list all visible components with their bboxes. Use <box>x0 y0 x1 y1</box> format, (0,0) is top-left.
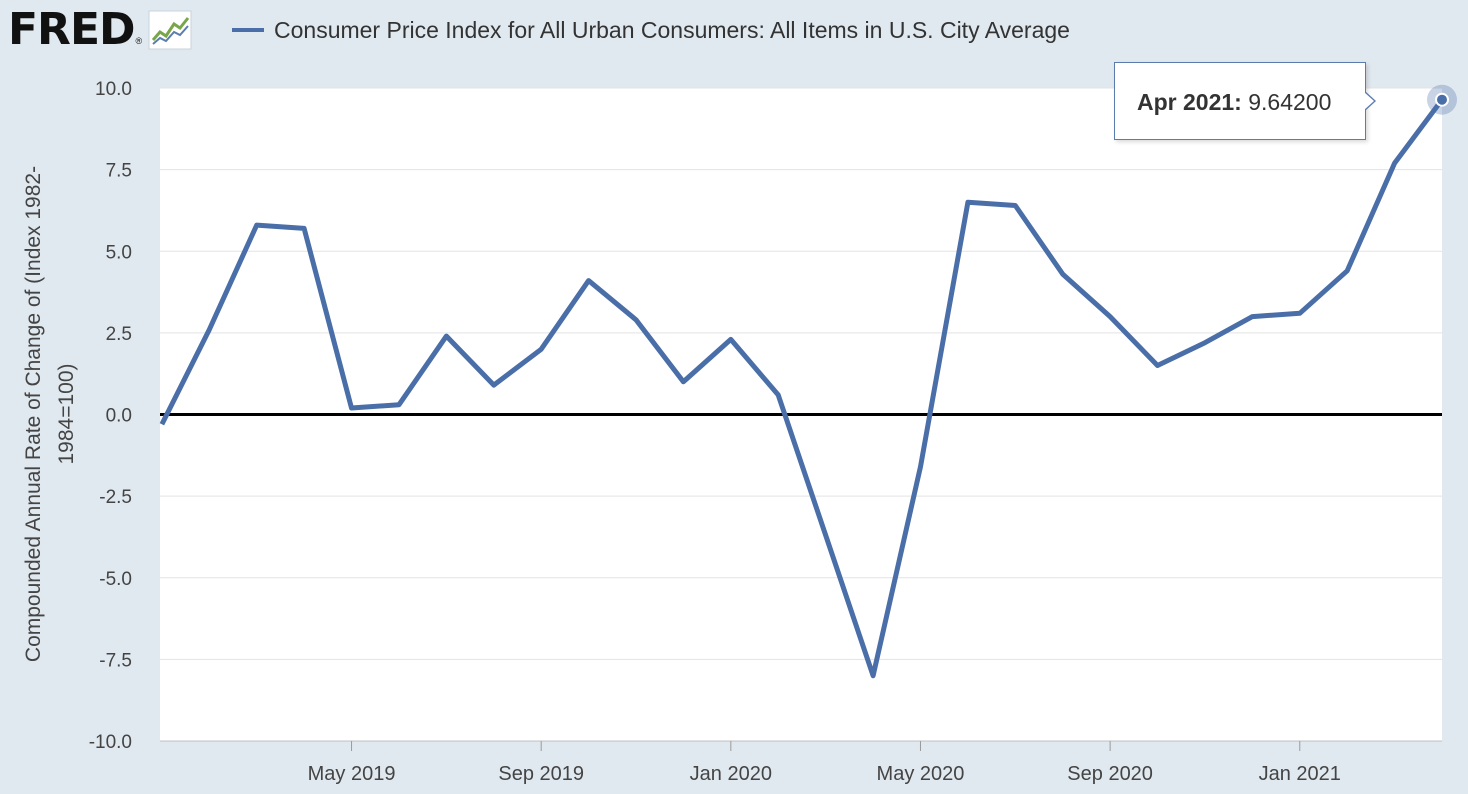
x-tick-label: Sep 2020 <box>1067 763 1153 785</box>
tooltip-value: 9.64200 <box>1248 89 1332 115</box>
x-tick-label: Sep 2019 <box>498 763 584 785</box>
y-axis-label-line: Compounded Annual Rate of Change of (Ind… <box>22 166 45 662</box>
legend-series-label: Consumer Price Index for All Urban Consu… <box>274 16 1070 43</box>
y-tick-label: -7.5 <box>99 650 132 671</box>
y-tick-label: 5.0 <box>106 242 132 263</box>
x-tick-label: May 2019 <box>308 763 396 785</box>
y-axis-label-line: 1984=100) <box>55 363 78 464</box>
data-tooltip: Apr 2021: 9.64200 <box>1114 62 1376 140</box>
y-tick-label: -5.0 <box>99 569 132 590</box>
x-tick-label: Jan 2020 <box>690 763 772 785</box>
chart-legend: Consumer Price Index for All Urban Consu… <box>232 10 1070 50</box>
y-tick-label: -2.5 <box>99 487 132 508</box>
chart-header: FRED ® Consumer Price Index for All Urba… <box>0 0 1468 60</box>
hover-point <box>1435 92 1449 107</box>
tooltip-date: Apr 2021: <box>1137 89 1242 115</box>
x-tick-label: May 2020 <box>877 763 965 785</box>
logo-text: FRED <box>8 4 136 55</box>
series-line <box>159 98 1445 679</box>
y-axis-label: Compounded Annual Rate of Change of (Ind… <box>22 166 78 662</box>
y-tick-label: 2.5 <box>106 324 132 345</box>
x-tick-label: Jan 2021 <box>1259 763 1341 785</box>
y-tick-label: 0.0 <box>106 406 132 427</box>
registered-mark: ® <box>135 36 143 46</box>
y-tick-label: -10.0 <box>89 732 132 753</box>
legend-swatch <box>232 28 264 32</box>
y-tick-label: 7.5 <box>106 161 132 182</box>
tooltip-text: Apr 2021: 9.64200 <box>1137 89 1331 116</box>
fred-logo[interactable]: FRED ® <box>8 6 192 54</box>
y-tick-label: 10.0 <box>95 79 132 100</box>
line-chart-icon <box>148 10 192 55</box>
